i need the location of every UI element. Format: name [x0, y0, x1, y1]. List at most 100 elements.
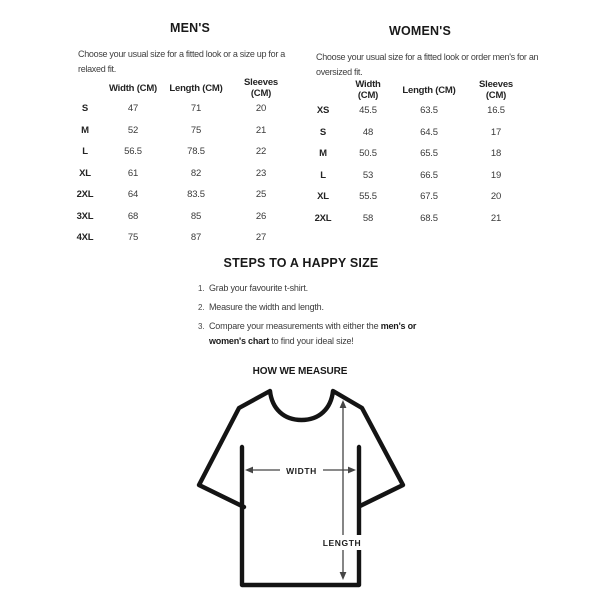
mens-table-body: S 47 71 20 M 52 75 21 L 56.5 78.5 22 XL …	[62, 98, 288, 249]
size-row: S 48 64.5 17	[300, 122, 524, 144]
length-value: 63.5	[420, 105, 438, 117]
step-item: 2. Measure the width and length.	[198, 300, 528, 315]
sleeves-value: 26	[255, 210, 267, 222]
size-label: L	[320, 169, 326, 181]
col-header-width: Width (CM)	[355, 79, 381, 101]
length-value: 67.5	[420, 191, 438, 203]
size-label: M	[81, 124, 89, 136]
sleeves-value: 20	[490, 191, 502, 203]
length-value: 78.5	[187, 146, 205, 158]
step-text: Measure the width and length.	[209, 302, 324, 312]
step-text: Grab your favourite t-shirt.	[209, 283, 308, 293]
length-value: 65.5	[420, 148, 438, 160]
length-value: 85	[190, 210, 202, 222]
length-value: 83.5	[187, 189, 205, 201]
length-value: 64.5	[420, 126, 438, 138]
womens-table-header: Width (CM) Length (CM) Sleeves (CM)	[300, 79, 524, 101]
size-row: 2XL 64 83.5 25	[62, 184, 288, 206]
size-row: XL 55.5 67.5 20	[300, 186, 524, 208]
width-label-bg	[280, 462, 323, 478]
width-label: WIDTH	[286, 466, 317, 476]
size-label: M	[319, 148, 327, 160]
step-number: 3.	[198, 322, 205, 331]
length-value: 68.5	[420, 212, 438, 224]
length-label: LENGTH	[323, 538, 362, 548]
tshirt-diagram: WIDTH LENGTH	[196, 388, 406, 588]
womens-description: Choose your usual size for a fitted look…	[316, 52, 539, 77]
womens-table-body: XS 45.5 63.5 16.5 S 48 64.5 17 M 50.5 65…	[300, 100, 524, 229]
width-value: 48	[362, 126, 374, 138]
sleeves-value: 22	[255, 146, 267, 158]
col-header-sleeves: Sleeves (CM)	[479, 79, 513, 101]
size-row: L 56.5 78.5 22	[62, 141, 288, 163]
size-label: 4XL	[76, 232, 94, 244]
length-value: 87	[190, 232, 202, 244]
length-value: 75	[190, 124, 202, 136]
size-label: XS	[316, 105, 330, 117]
size-label: 3XL	[76, 210, 94, 222]
step-text: Compare your measurements with either th…	[209, 321, 417, 346]
length-value: 71	[190, 103, 202, 115]
size-row: M 50.5 65.5 18	[300, 143, 524, 165]
length-arrow-icon	[339, 400, 347, 580]
step-number: 1.	[198, 284, 205, 293]
size-label: 2XL	[314, 212, 332, 224]
size-label: S	[319, 126, 327, 138]
size-label: XL	[79, 167, 91, 179]
sleeves-value: 20	[255, 103, 267, 115]
size-row: M 52 75 21	[62, 120, 288, 142]
width-value: 47	[127, 103, 139, 115]
steps-list: 1. Grab your favourite t-shirt. 2. Measu…	[198, 281, 528, 353]
width-value: 45.5	[359, 105, 377, 117]
sleeves-value: 16.5	[487, 105, 505, 117]
sleeves-value: 19	[490, 169, 502, 181]
length-label-bg	[321, 535, 363, 550]
width-value: 64	[127, 189, 139, 201]
steps-title: STEPS TO A HAPPY SIZE	[223, 256, 379, 270]
step-item: 1. Grab your favourite t-shirt.	[198, 281, 528, 296]
width-value: 58	[362, 212, 374, 224]
width-value: 53	[362, 169, 374, 181]
sleeves-value: 25	[255, 189, 267, 201]
sleeves-value: 17	[490, 126, 502, 138]
length-value: 82	[190, 167, 202, 179]
width-value: 61	[127, 167, 139, 179]
width-value: 75	[127, 232, 139, 244]
mens-section-title: MEN'S	[169, 21, 211, 35]
mens-table-header: Width (CM) Length (CM) Sleeves (CM)	[62, 77, 288, 99]
size-row: L 53 66.5 19	[300, 165, 524, 187]
size-row: S 47 71 20	[62, 98, 288, 120]
size-row: 3XL 68 85 26	[62, 206, 288, 228]
width-value: 55.5	[359, 191, 377, 203]
mens-size-table: Width (CM) Length (CM) Sleeves (CM) S 47…	[62, 77, 288, 249]
tshirt-outline	[196, 388, 406, 588]
col-header-length: Length (CM)	[402, 84, 456, 96]
size-label: 2XL	[76, 189, 94, 201]
size-row: 4XL 75 87 27	[62, 227, 288, 249]
size-label: S	[81, 103, 89, 115]
sleeves-value: 21	[490, 212, 502, 224]
sleeves-value: 21	[255, 124, 267, 136]
size-label: L	[82, 146, 88, 158]
length-value: 66.5	[420, 169, 438, 181]
womens-size-table: Width (CM) Length (CM) Sleeves (CM) XS 4…	[300, 79, 524, 229]
sleeves-value: 23	[255, 167, 267, 179]
size-row: XL 61 82 23	[62, 163, 288, 185]
womens-section-title: WOMEN'S	[388, 24, 451, 38]
sleeves-value: 18	[490, 148, 502, 160]
col-header-width: Width (CM)	[108, 82, 158, 94]
size-row: XS 45.5 63.5 16.5	[300, 100, 524, 122]
width-value: 50.5	[359, 148, 377, 160]
mens-description: Choose your usual size for a fitted look…	[78, 49, 285, 74]
step-number: 2.	[198, 303, 205, 312]
width-value: 52	[127, 124, 139, 136]
width-value: 56.5	[124, 146, 142, 158]
sleeves-value: 27	[255, 232, 267, 244]
measure-title: HOW WE MEASURE	[252, 366, 348, 377]
step-item: 3. Compare your measurements with either…	[198, 319, 528, 349]
size-label: XL	[317, 191, 329, 203]
col-header-sleeves: Sleeves (CM)	[244, 77, 278, 99]
col-header-length: Length (CM)	[169, 82, 223, 94]
width-value: 68	[127, 210, 139, 222]
